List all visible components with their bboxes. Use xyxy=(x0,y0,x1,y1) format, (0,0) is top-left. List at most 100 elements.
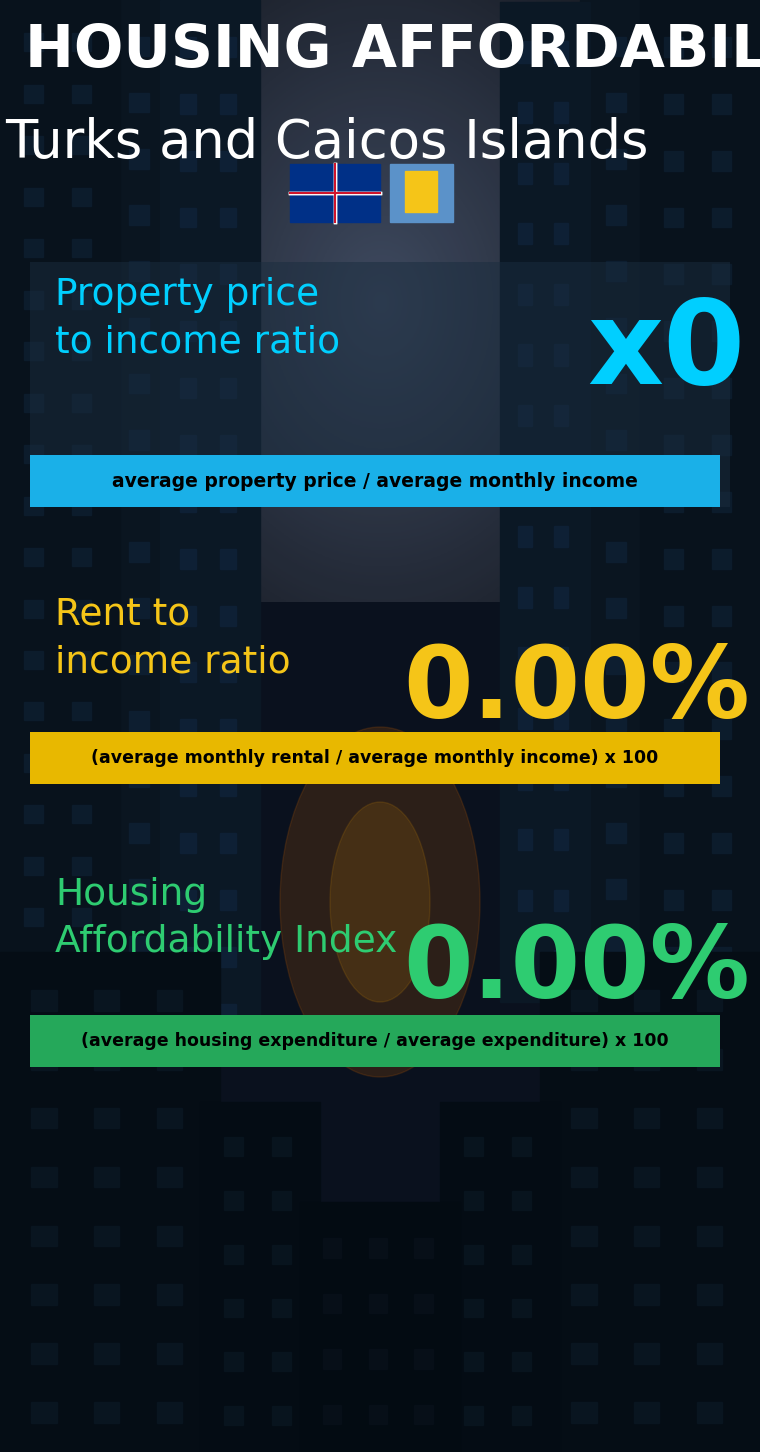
Bar xyxy=(606,711,626,730)
Bar xyxy=(554,587,568,608)
Bar xyxy=(94,1403,119,1423)
Bar xyxy=(24,703,43,720)
Bar xyxy=(518,587,533,608)
Bar xyxy=(94,1343,119,1363)
Bar xyxy=(708,823,729,844)
Bar xyxy=(657,880,678,899)
Bar xyxy=(635,990,660,1011)
Bar xyxy=(606,598,626,619)
Bar xyxy=(78,205,98,225)
Bar xyxy=(220,1003,236,1024)
Bar xyxy=(78,935,98,955)
Bar xyxy=(78,542,98,562)
Bar xyxy=(580,0,760,1151)
Bar xyxy=(440,1102,560,1452)
Bar xyxy=(635,1048,660,1070)
Bar xyxy=(128,711,149,730)
Bar xyxy=(606,318,626,337)
Bar xyxy=(24,136,43,154)
Bar xyxy=(24,497,43,514)
Bar xyxy=(554,283,568,305)
Bar xyxy=(554,466,568,486)
Bar xyxy=(220,662,236,682)
Bar xyxy=(78,598,98,619)
Bar xyxy=(0,953,220,1452)
Bar xyxy=(26,318,46,337)
Bar xyxy=(128,880,149,899)
Bar xyxy=(94,1225,119,1246)
Bar xyxy=(708,36,729,57)
Bar xyxy=(24,600,43,617)
Bar xyxy=(94,990,119,1011)
Bar xyxy=(572,1048,597,1070)
Bar xyxy=(657,711,678,730)
Bar xyxy=(518,42,533,62)
Bar xyxy=(708,1048,729,1067)
Bar xyxy=(272,1137,291,1156)
Bar xyxy=(72,84,91,103)
Bar xyxy=(24,393,43,412)
Bar xyxy=(128,767,149,787)
Bar xyxy=(554,163,568,184)
Bar xyxy=(664,777,683,796)
Bar xyxy=(30,1015,720,1067)
Bar xyxy=(712,662,731,682)
Bar xyxy=(554,224,568,244)
Bar xyxy=(708,261,729,282)
Bar xyxy=(500,1,590,1002)
Bar xyxy=(72,909,91,926)
Bar xyxy=(657,655,678,674)
Bar xyxy=(224,1406,243,1424)
Bar xyxy=(26,823,46,844)
Bar xyxy=(24,547,43,566)
Bar xyxy=(128,935,149,955)
Bar xyxy=(78,93,98,112)
Bar xyxy=(94,1048,119,1070)
Bar xyxy=(518,163,533,184)
Bar xyxy=(128,992,149,1012)
Bar xyxy=(664,833,683,852)
Bar xyxy=(26,598,46,619)
Bar xyxy=(220,605,236,626)
Bar xyxy=(300,1202,460,1452)
Bar xyxy=(72,650,91,669)
Bar xyxy=(26,205,46,225)
Bar xyxy=(180,436,196,454)
Bar xyxy=(78,150,98,168)
Bar xyxy=(640,0,760,1053)
Bar xyxy=(224,1191,243,1210)
Bar xyxy=(664,662,683,682)
Bar xyxy=(697,1225,722,1246)
Bar xyxy=(220,94,236,113)
Bar xyxy=(712,151,731,170)
Text: HOUSING AFFORDABILITY: HOUSING AFFORDABILITY xyxy=(25,22,760,78)
Bar xyxy=(24,187,43,206)
Bar xyxy=(664,605,683,626)
Bar xyxy=(220,492,236,511)
Bar xyxy=(512,1137,531,1156)
Bar xyxy=(512,1352,531,1371)
Bar xyxy=(464,1352,483,1371)
Bar xyxy=(220,378,236,398)
Bar xyxy=(78,1104,98,1124)
Bar xyxy=(712,208,731,228)
Bar xyxy=(200,1102,320,1452)
Bar xyxy=(26,767,46,787)
Bar xyxy=(664,36,683,57)
Bar xyxy=(72,187,91,206)
Bar xyxy=(606,880,626,899)
Bar xyxy=(128,823,149,844)
Bar xyxy=(220,208,236,228)
Bar xyxy=(664,719,683,739)
Bar xyxy=(572,1285,597,1305)
Bar xyxy=(72,754,91,772)
Bar xyxy=(518,829,533,851)
Bar xyxy=(708,318,729,337)
Bar xyxy=(554,829,568,851)
Bar xyxy=(272,1406,291,1424)
Bar xyxy=(72,136,91,154)
Bar xyxy=(31,1285,56,1305)
Bar xyxy=(128,36,149,57)
Bar xyxy=(512,1244,531,1263)
Bar xyxy=(272,1298,291,1317)
